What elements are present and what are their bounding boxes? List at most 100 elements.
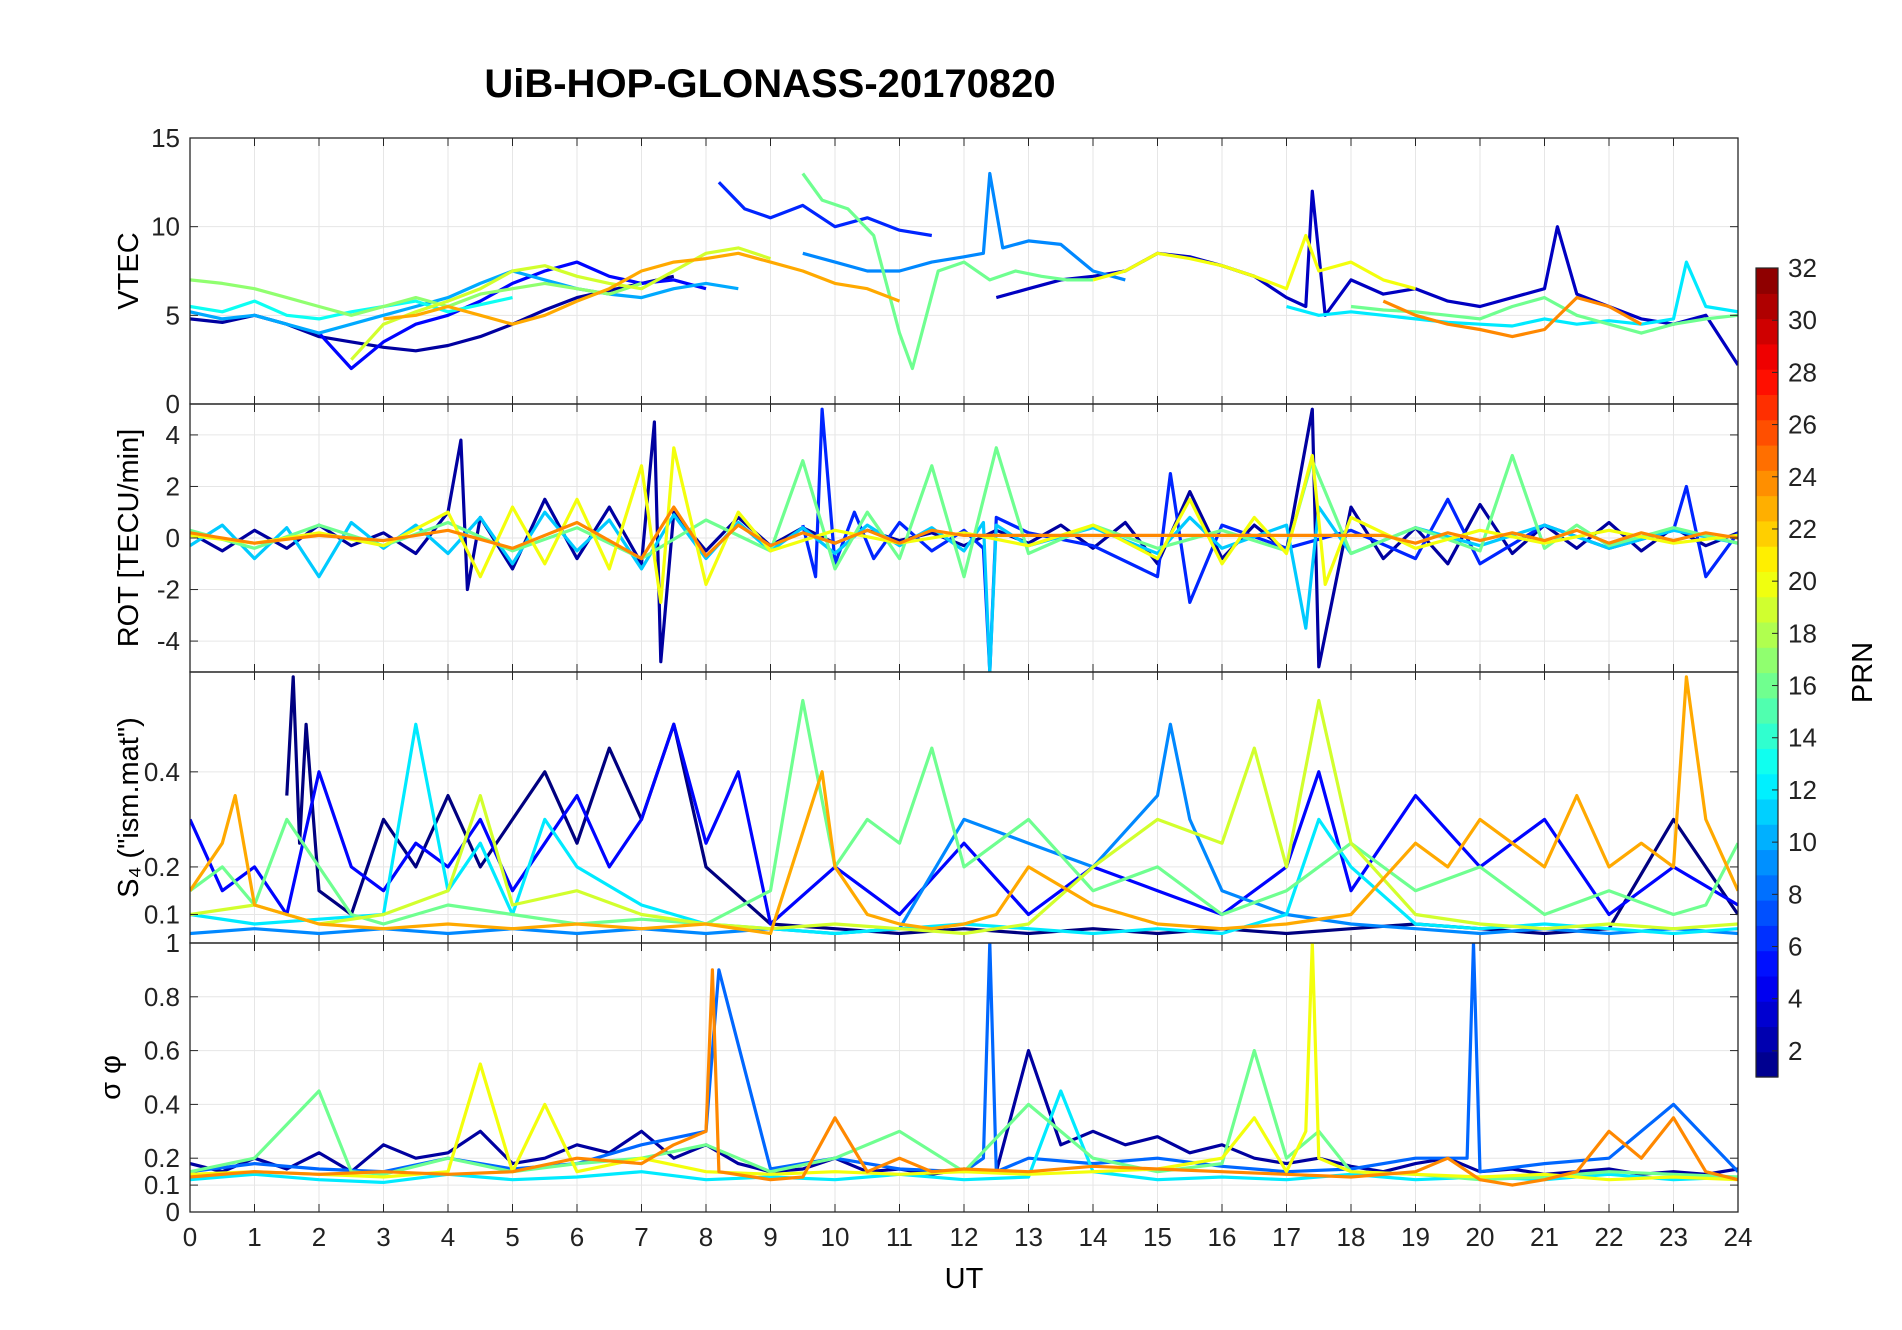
colorbar-tick-label: 6 bbox=[1788, 932, 1802, 962]
panel-series-group bbox=[190, 171, 1738, 371]
chart-title: UiB-HOP-GLONASS-20170820 bbox=[484, 62, 1056, 106]
colorbar-swatch bbox=[1756, 773, 1778, 800]
y-tick-label: 0.1 bbox=[144, 899, 180, 929]
y-tick-label: 0.8 bbox=[144, 982, 180, 1012]
x-tick-label: 21 bbox=[1530, 1222, 1559, 1252]
x-tick-label: 11 bbox=[886, 1222, 913, 1252]
y-tick-label: 15 bbox=[151, 123, 180, 153]
y-tick-label: 1 bbox=[166, 928, 180, 958]
x-tick-label: 2 bbox=[312, 1222, 326, 1252]
series-line bbox=[801, 172, 1093, 371]
x-tick-label: 16 bbox=[1208, 1222, 1237, 1252]
colorbar-swatch bbox=[1756, 647, 1778, 674]
series-line bbox=[190, 943, 1738, 1182]
colorbar-swatch bbox=[1756, 748, 1778, 775]
y-axis-label: S₄ ("ism.mat") bbox=[113, 717, 145, 898]
colorbar-tick-label: 12 bbox=[1788, 775, 1817, 805]
colorbar-swatch bbox=[1756, 571, 1778, 598]
x-tick-label: 22 bbox=[1595, 1222, 1624, 1252]
colorbar-tick-label: 20 bbox=[1788, 566, 1817, 596]
colorbar-swatch bbox=[1756, 1026, 1778, 1053]
colorbar-swatch bbox=[1756, 900, 1778, 926]
colorbar-swatch bbox=[1756, 874, 1778, 901]
x-tick-label: 3 bbox=[376, 1222, 390, 1252]
y-tick-label: 2 bbox=[166, 471, 180, 501]
y-axis-label: ROT [TECU/min] bbox=[113, 429, 145, 648]
series-line bbox=[350, 246, 772, 361]
series-line bbox=[190, 505, 1738, 561]
colorbar-tick-label: 24 bbox=[1788, 462, 1817, 492]
colorbar-swatch bbox=[1756, 621, 1778, 648]
colorbar-tick-label: 18 bbox=[1788, 618, 1817, 648]
y-tick-label: 0 bbox=[166, 1197, 180, 1227]
colorbar-swatch bbox=[1756, 546, 1778, 572]
colorbar-swatch bbox=[1756, 495, 1778, 522]
y-tick-label: 5 bbox=[166, 300, 180, 330]
x-tick-label: 0 bbox=[183, 1222, 197, 1252]
colorbar-tick-label: 14 bbox=[1788, 723, 1817, 753]
colorbar-tick-label: 22 bbox=[1788, 514, 1817, 544]
colorbar-tick-label: 32 bbox=[1788, 253, 1817, 283]
colorbar-swatch bbox=[1756, 672, 1778, 699]
series-line bbox=[190, 269, 739, 335]
series-line bbox=[190, 698, 1738, 926]
x-tick-label: 1 bbox=[247, 1222, 261, 1252]
series-line bbox=[1350, 296, 1738, 335]
colorbar-swatch bbox=[1756, 293, 1778, 320]
colorbar-swatch bbox=[1756, 798, 1778, 825]
series-line bbox=[190, 968, 1738, 1187]
panel-series-group bbox=[190, 675, 1738, 936]
colorbar-swatch bbox=[1756, 925, 1778, 952]
colorbar-swatch bbox=[1756, 369, 1778, 396]
colorbar-swatch bbox=[1756, 394, 1778, 421]
y-tick-label: -2 bbox=[157, 575, 180, 605]
y-tick-label: -4 bbox=[157, 626, 180, 656]
y-tick-label: 10 bbox=[151, 212, 180, 242]
x-tick-label: 12 bbox=[950, 1222, 979, 1252]
series-line bbox=[190, 698, 1738, 936]
x-tick-label: 6 bbox=[570, 1222, 584, 1252]
colorbar-swatch bbox=[1756, 419, 1778, 446]
series-line bbox=[190, 278, 643, 317]
colorbar-tick-label: 4 bbox=[1788, 984, 1802, 1014]
x-tick-label: 14 bbox=[1079, 1222, 1108, 1252]
colorbar-tick-label: 26 bbox=[1788, 410, 1817, 440]
colorbar-swatch bbox=[1756, 596, 1778, 623]
colorbar-swatch bbox=[1756, 723, 1778, 749]
colorbar-swatch bbox=[1756, 1051, 1778, 1078]
colorbar-tick-label: 16 bbox=[1788, 671, 1817, 701]
x-tick-label: 20 bbox=[1466, 1222, 1495, 1252]
colorbar-swatch bbox=[1756, 697, 1778, 724]
colorbar-swatch bbox=[1756, 520, 1778, 547]
x-tick-label: 19 bbox=[1401, 1222, 1430, 1252]
panel-series-group bbox=[190, 407, 1738, 672]
series-line bbox=[1092, 233, 1416, 291]
colorbar-tick-label: 8 bbox=[1788, 879, 1802, 909]
colorbar-swatch bbox=[1756, 268, 1778, 294]
colorbar-swatch bbox=[1756, 470, 1778, 497]
colorbar-tick-label: 30 bbox=[1788, 305, 1817, 335]
series-line bbox=[190, 446, 1738, 579]
x-tick-label: 13 bbox=[1014, 1222, 1043, 1252]
x-tick-label: 15 bbox=[1143, 1222, 1172, 1252]
series-line bbox=[802, 171, 1126, 282]
series-line bbox=[1382, 296, 1643, 339]
colorbar-swatch bbox=[1756, 1001, 1778, 1028]
series-line bbox=[1286, 260, 1738, 328]
x-tick-label: 24 bbox=[1724, 1222, 1753, 1252]
x-tick-label: 10 bbox=[821, 1222, 850, 1252]
y-tick-label: 0.2 bbox=[144, 852, 180, 882]
colorbar-swatch bbox=[1756, 444, 1778, 471]
colorbar-tick-label: 10 bbox=[1788, 827, 1817, 857]
y-tick-label: 0.4 bbox=[144, 1089, 180, 1119]
y-tick-label: 0.2 bbox=[144, 1143, 180, 1173]
y-tick-label: 0.1 bbox=[144, 1170, 180, 1200]
y-tick-label: 0.6 bbox=[144, 1036, 180, 1066]
series-line bbox=[995, 189, 1738, 366]
panel-series-group bbox=[190, 943, 1738, 1187]
series-line bbox=[383, 251, 901, 326]
series-line bbox=[801, 407, 1738, 672]
series-line bbox=[190, 675, 1738, 936]
y-axis-label: VTEC bbox=[113, 232, 145, 309]
y-tick-label: 0 bbox=[166, 523, 180, 553]
